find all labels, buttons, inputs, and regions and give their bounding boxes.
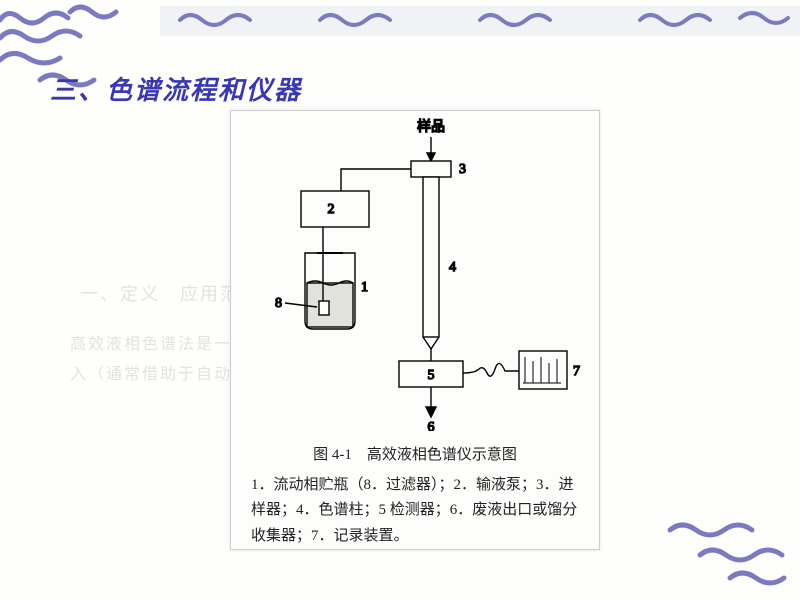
reservoir-bottle [305, 253, 355, 329]
section-heading: 三、色谱流程和仪器 [50, 70, 302, 107]
sample-label: 样品 [417, 119, 445, 135]
label-8: 8 [275, 296, 282, 311]
label-3: 3 [459, 162, 466, 177]
label-2: 2 [328, 202, 335, 217]
figure-legend: 1．流动相贮瓶（8．过滤器）；2．输液泵；3．进样器；4．色谱柱；5 检测器；6… [251, 477, 577, 544]
label-7: 7 [573, 364, 580, 379]
ghost-text-3: 高效液相色谱法是一种 [70, 330, 250, 354]
figure-title: 图 4-1 高效液相色谱仪示意图 [251, 443, 579, 469]
hplc-schematic-figure: 样品 3 2 [230, 110, 600, 550]
corner-waves-bottom-right [640, 500, 800, 600]
label-1: 1 [361, 280, 368, 295]
label-4: 4 [449, 260, 456, 275]
corner-waves-top-left [0, 0, 170, 130]
label-5: 5 [428, 368, 435, 383]
label-6: 6 [428, 420, 435, 431]
top-wave-band [160, 0, 800, 50]
hplc-diagram-svg: 样品 3 2 [231, 111, 601, 431]
